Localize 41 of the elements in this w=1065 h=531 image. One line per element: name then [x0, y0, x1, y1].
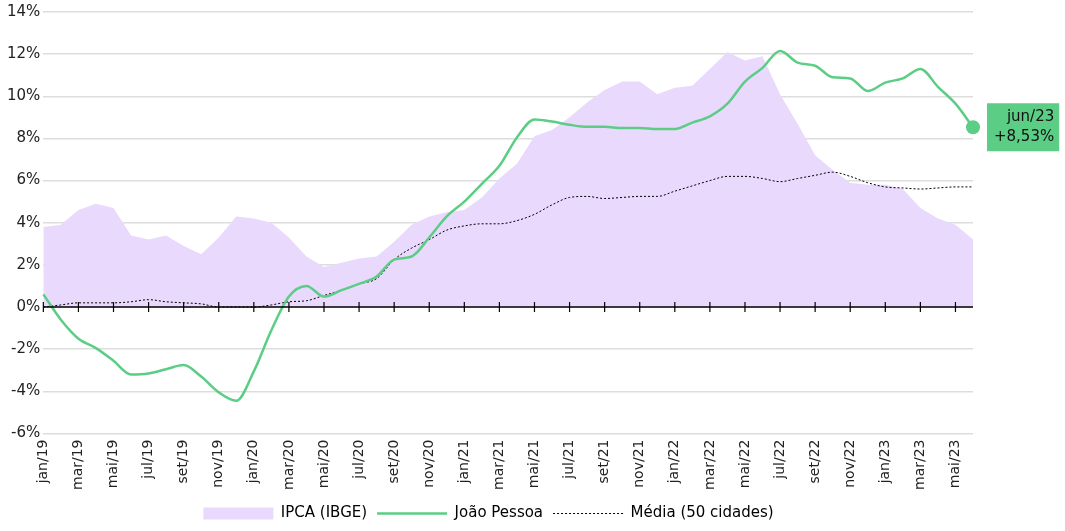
x-tick-label: jul/20: [349, 439, 366, 480]
x-tick-label: set/20: [384, 439, 401, 484]
legend-label: IPCA (IBGE): [280, 503, 368, 522]
x-tick-label: jan/20: [244, 439, 261, 485]
x-tick-label: nov/20: [419, 439, 436, 488]
y-tick-label: 8%: [16, 128, 41, 147]
y-tick-label: 14%: [7, 1, 41, 20]
x-tick-label: mai/19: [104, 439, 121, 489]
x-tick-label: mar/23: [911, 439, 928, 491]
y-tick-label: 2%: [16, 254, 41, 273]
x-tick-label: mai/20: [314, 439, 331, 489]
x-tick-label: mar/20: [279, 439, 296, 491]
y-tick-label: 0%: [16, 296, 41, 315]
x-tick-label: jan/23: [875, 439, 892, 485]
x-tick-label: set/21: [595, 439, 612, 484]
x-tick-label: set/22: [805, 439, 822, 484]
x-tick-label: nov/22: [840, 439, 857, 488]
y-tick-label: -4%: [11, 381, 41, 400]
x-tick-label: mar/22: [700, 439, 717, 491]
y-tick-label: 10%: [7, 86, 41, 105]
x-tick-label: mai/21: [525, 439, 542, 489]
x-tick-label: mar/19: [69, 439, 86, 491]
legend-label: Média (50 cidades): [630, 503, 774, 522]
y-tick-label: 12%: [7, 44, 41, 63]
legend-label: João Pessoa: [453, 503, 544, 522]
y-tick-label: 4%: [16, 212, 41, 231]
x-tick-label: jul/21: [560, 439, 577, 480]
x-tick-label: nov/21: [630, 439, 647, 488]
y-tick-label: 6%: [16, 170, 41, 189]
x-tick-label: nov/19: [209, 439, 226, 488]
x-tick-label: mai/23: [946, 439, 963, 489]
x-tick-label: set/19: [174, 439, 191, 484]
x-tick-label: jan/21: [454, 439, 471, 485]
x-tick-label: jan/19: [33, 439, 50, 485]
y-tick-label: -2%: [11, 339, 41, 358]
x-tick-label: mar/21: [490, 439, 507, 491]
text: jun/23 +8,53%: [993, 107, 1055, 146]
x-tick-label: jul/19: [139, 439, 156, 480]
x-tick-label: mai/22: [735, 439, 752, 489]
x-tick-label: jan/22: [665, 439, 682, 485]
x-tick-label: jul/22: [770, 439, 787, 480]
